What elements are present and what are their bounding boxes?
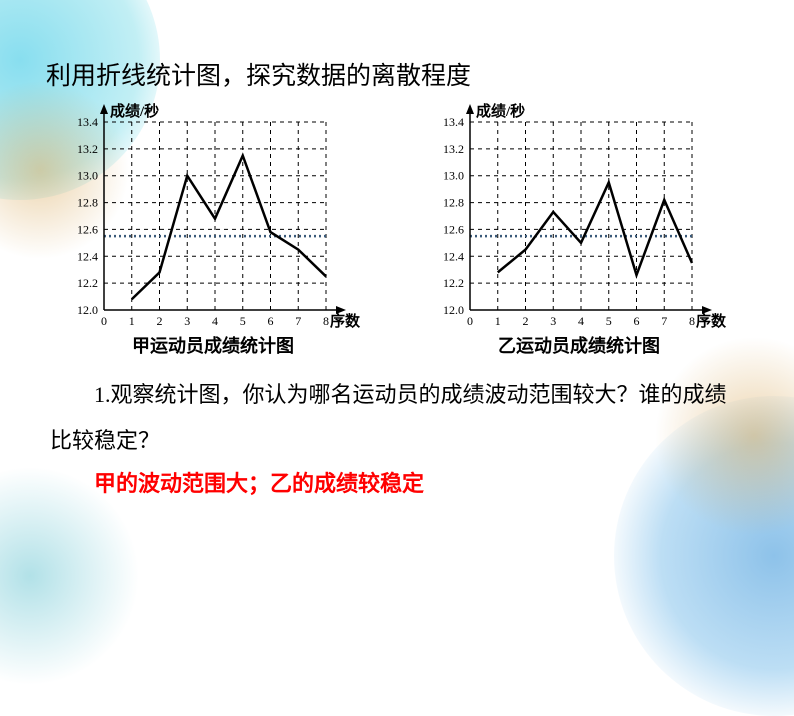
svg-text:7: 7 [661,314,667,328]
svg-text:12.4: 12.4 [77,249,98,263]
svg-text:13.0: 13.0 [443,169,464,183]
svg-text:12.8: 12.8 [77,196,98,210]
svg-text:13.2: 13.2 [77,142,98,156]
svg-text:4: 4 [212,314,218,328]
slide-content: 利用折线统计图，探究数据的离散程度 12.012.212.412.612.813… [0,0,794,498]
chart-left-block: 12.0 12.2 12.4 12.6 12.8 13.0 13.2 13.4 0 1 2 3 4 5 6 7… [58,98,368,358]
svg-text:1: 1 [495,314,501,328]
svg-text:6: 6 [268,314,274,328]
svg-text:13.2: 13.2 [443,142,464,156]
svg-text:序数: 序数 [330,312,361,330]
chart-right: 12.0 12.2 12.4 12.6 12.8 13.0 13.2 13.4 0 1 2 3 4 5 6 7… [424,98,734,334]
svg-text:0: 0 [101,314,107,328]
chart-right-block: 12.0 12.2 12.4 12.6 12.8 13.0 13.2 13.4 0 1 2 3 4 5 6 7… [424,98,734,358]
svg-text:8: 8 [323,314,329,328]
charts-row: 12.0 12.2 12.4 12.6 12.8 13.0 13.2 13.4 0 1 2 3 4 5 6 7… [58,98,754,358]
svg-text:12.8: 12.8 [443,196,464,210]
svg-text:12.6: 12.6 [77,222,98,236]
svg-text:12.0: 12.0 [443,303,464,317]
svg-text:13.0: 13.0 [77,169,98,183]
svg-text:13.4: 13.4 [77,115,98,129]
svg-text:成绩/秒: 成绩/秒 [110,102,159,120]
svg-text:成绩/秒: 成绩/秒 [476,102,525,120]
svg-text:2: 2 [157,314,163,328]
svg-text:3: 3 [550,314,556,328]
svg-text:5: 5 [240,314,246,328]
svg-text:12.0: 12.0 [77,303,98,317]
chart-left: 12.0 12.2 12.4 12.6 12.8 13.0 13.2 13.4 0 1 2 3 4 5 6 7… [58,98,368,334]
svg-text:12.2: 12.2 [443,276,464,290]
svg-text:6: 6 [634,314,640,328]
svg-text:12.6: 12.6 [443,222,464,236]
svg-text:序数: 序数 [696,312,727,330]
svg-text:12.2: 12.2 [77,276,98,290]
answer-text: 甲的波动范围大；乙的成绩较稳定 [94,466,754,498]
svg-text:13.4: 13.4 [443,115,464,129]
chart-right-caption: 乙运动员成绩统计图 [498,332,660,358]
slide-title: 利用折线统计图，探究数据的离散程度 [46,56,754,92]
question-text: 1.观察统计图，你认为哪名运动员的成绩波动范围较大？谁的成绩比较稳定？ [50,372,734,464]
bg-blob-bottom-left [0,466,140,686]
svg-text:1: 1 [129,314,135,328]
svg-text:8: 8 [689,314,695,328]
svg-text:0: 0 [467,314,473,328]
svg-text:7: 7 [295,314,301,328]
svg-text:3: 3 [184,314,190,328]
svg-text:2: 2 [523,314,529,328]
svg-text:12.4: 12.4 [443,249,464,263]
svg-text:4: 4 [578,314,584,328]
chart-left-caption: 甲运动员成绩统计图 [132,332,294,358]
svg-text:5: 5 [606,314,612,328]
